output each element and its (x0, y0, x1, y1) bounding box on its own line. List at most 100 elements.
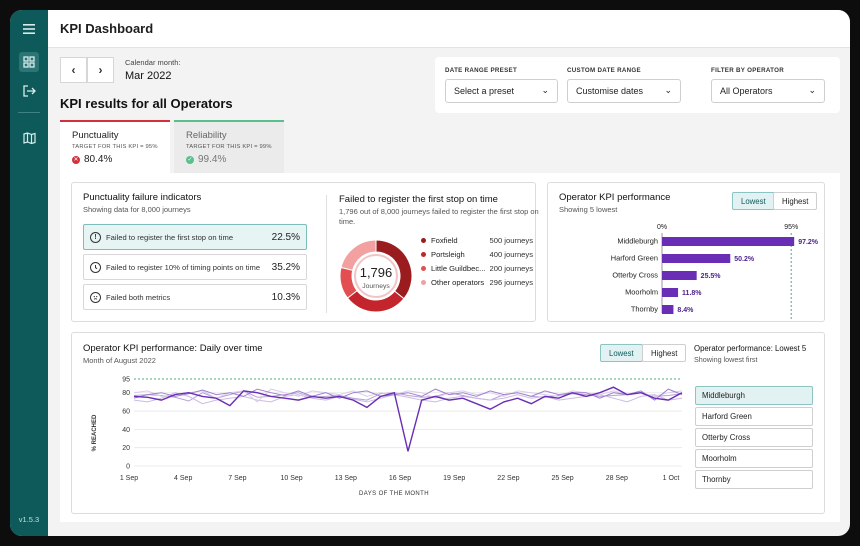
toggle-lowest[interactable]: Lowest (600, 344, 643, 362)
date-preset-label: DATE RANGE PRESET (445, 67, 518, 74)
donut-segment (346, 290, 405, 313)
y-tick-label: 60 (122, 409, 130, 416)
x-tick-label: 16 Sep (389, 475, 411, 482)
legend-swatch (421, 280, 426, 285)
indicator-timing-points[interactable]: Failed to register 10% of timing points … (83, 254, 307, 280)
legend-name: Little Guildbec... (431, 264, 486, 273)
y-tick-label: 80 (122, 390, 130, 397)
legend-value: 200 journeys (489, 264, 533, 273)
bar-value-label: 97.2% (798, 239, 818, 246)
legend-foxfield: Foxfield 500 journeys (421, 236, 533, 245)
bar-category-label: Thornby (631, 305, 658, 314)
x-axis-label: DAYS OF THE MONTH (359, 491, 429, 497)
toggle-highest[interactable]: Highest (642, 344, 687, 362)
bar-value-label: 8.4% (677, 307, 694, 314)
x-tick-label: 25 Sep (552, 475, 574, 482)
custom-range-select[interactable]: Customise dates ⌄ (567, 79, 681, 103)
indicator-pct: 10.3% (271, 291, 300, 303)
toggle-lowest[interactable]: Lowest (732, 192, 775, 210)
prev-month-button[interactable]: ‹ (60, 57, 87, 83)
calendar-value: Mar 2022 (125, 70, 172, 82)
toggle-highest[interactable]: Highest (773, 192, 818, 210)
first-stop-subtitle: 1,796 out of 8,000 journeys failed to re… (339, 207, 539, 226)
y-tick-label: 0 (126, 464, 130, 471)
lowest5-item[interactable]: Harford Green (695, 407, 813, 426)
bar-value-label: 50.2% (734, 256, 755, 263)
filters-panel: DATE RANGE PRESET Select a preset ⌄ CUST… (435, 57, 840, 113)
x-tick-label: 4 Sep (174, 475, 192, 482)
failure-title: Punctuality failure indicators (83, 192, 202, 203)
bar (662, 271, 697, 280)
bar-category-label: Middleburgh (617, 237, 658, 246)
sidebar: v1.5.3 (10, 10, 48, 536)
daily-subtitle: Month of August 2022 (83, 356, 156, 365)
card-divider (326, 195, 327, 313)
x-tick-label: 7 Sep (228, 475, 246, 482)
tab-target: TARGET FOR THIS KPI = 99% (186, 144, 272, 150)
bar (662, 254, 731, 263)
donut-segment (375, 239, 413, 300)
donut-center-value: 1,796 (360, 265, 393, 280)
series-line (133, 386, 683, 452)
x-tick-label: 10 Sep (281, 475, 303, 482)
bar-value-label: 11.8% (682, 290, 702, 297)
indicator-first-stop[interactable]: ! Failed to register the first stop on t… (83, 224, 307, 250)
operator-perf-card: Operator KPI performance Showing 5 lowes… (547, 182, 825, 322)
alert-icon: ! (90, 231, 101, 243)
lowest5-item[interactable]: Moorholm (695, 449, 813, 468)
x-tick-label: 1 Sep (120, 475, 138, 482)
chevron-down-icon: ⌄ (664, 85, 672, 95)
next-month-button[interactable]: › (87, 57, 114, 83)
calendar-label: Calendar month: (125, 58, 181, 67)
indicator-label: Failed both metrics (106, 292, 171, 302)
legend-value: 400 journeys (489, 250, 533, 259)
legend-swatch (421, 252, 426, 257)
tab-reliability[interactable]: Reliability TARGET FOR THIS KPI = 99% ✓ … (174, 120, 284, 173)
grid-icon[interactable] (19, 52, 39, 72)
operator-filter-value: All Operators (720, 86, 773, 96)
legend-little-guildbec: Little Guildbec... 200 journeys (421, 264, 533, 273)
failure-card: Punctuality failure indicators Showing d… (71, 182, 539, 322)
legend-other-operators: Other operators 296 journeys (421, 278, 533, 287)
y-tick-label: 20 (122, 445, 130, 452)
date-preset-select[interactable]: Select a preset ⌄ (445, 79, 558, 103)
x-tick-label: 13 Sep (335, 475, 357, 482)
operator-perf-title: Operator KPI performance (559, 192, 671, 203)
bar (662, 237, 795, 246)
indicator-both[interactable]: Failed both metrics 10.3% (83, 284, 307, 310)
lowest5-item[interactable]: Otterby Cross (695, 428, 813, 447)
lowest5-item[interactable]: Middleburgh (695, 386, 813, 405)
custom-range-value: Customise dates (576, 86, 644, 96)
legend-swatch (421, 266, 426, 271)
section-title: KPI results for all Operators (60, 96, 233, 111)
indicator-label: Failed to register 10% of timing points … (106, 262, 261, 272)
first-stop-title: Failed to register the first stop on tim… (339, 194, 498, 205)
tab-punctuality[interactable]: Punctuality TARGET FOR THIS KPI = 95% ✕ … (60, 120, 170, 173)
map-icon[interactable] (19, 128, 39, 148)
x-tick-label: 1 Oct (663, 475, 680, 482)
axis-label-target: 95% (784, 224, 798, 231)
legend-portsleigh: Portsleigh 400 journeys (421, 250, 533, 259)
journeys-donut: 1,796 Journeys (339, 239, 413, 313)
top-bar: KPI Dashboard (48, 10, 850, 48)
legend-name: Portsleigh (431, 250, 465, 259)
legend-value: 500 journeys (489, 236, 533, 245)
indicator-pct: 22.5% (271, 231, 300, 243)
operator-filter-label: FILTER BY OPERATOR (711, 67, 785, 74)
operator-filter-select[interactable]: All Operators ⌄ (711, 79, 825, 103)
lowest5-subtitle: Showing lowest first (694, 355, 758, 364)
sad-face-icon (90, 291, 101, 303)
y-axis-label: % REACHED (92, 414, 98, 451)
logout-icon[interactable] (19, 81, 39, 101)
lowest5-item[interactable]: Thornby (695, 470, 813, 489)
app-version: v1.5.3 (18, 515, 40, 524)
indicator-pct: 35.2% (271, 261, 300, 273)
failure-subtitle: Showing data for 8,000 journeys (83, 205, 191, 214)
chevron-down-icon: ⌄ (808, 85, 816, 95)
menu-icon[interactable] (19, 19, 39, 39)
lowest5-title: Operator performance: Lowest 5 (694, 344, 807, 353)
bar-category-label: Moorholm (625, 288, 658, 297)
x-tick-label: 19 Sep (443, 475, 465, 482)
y-tick-label: 40 (122, 427, 130, 434)
daily-title: Operator KPI performance: Daily over tim… (83, 343, 263, 354)
